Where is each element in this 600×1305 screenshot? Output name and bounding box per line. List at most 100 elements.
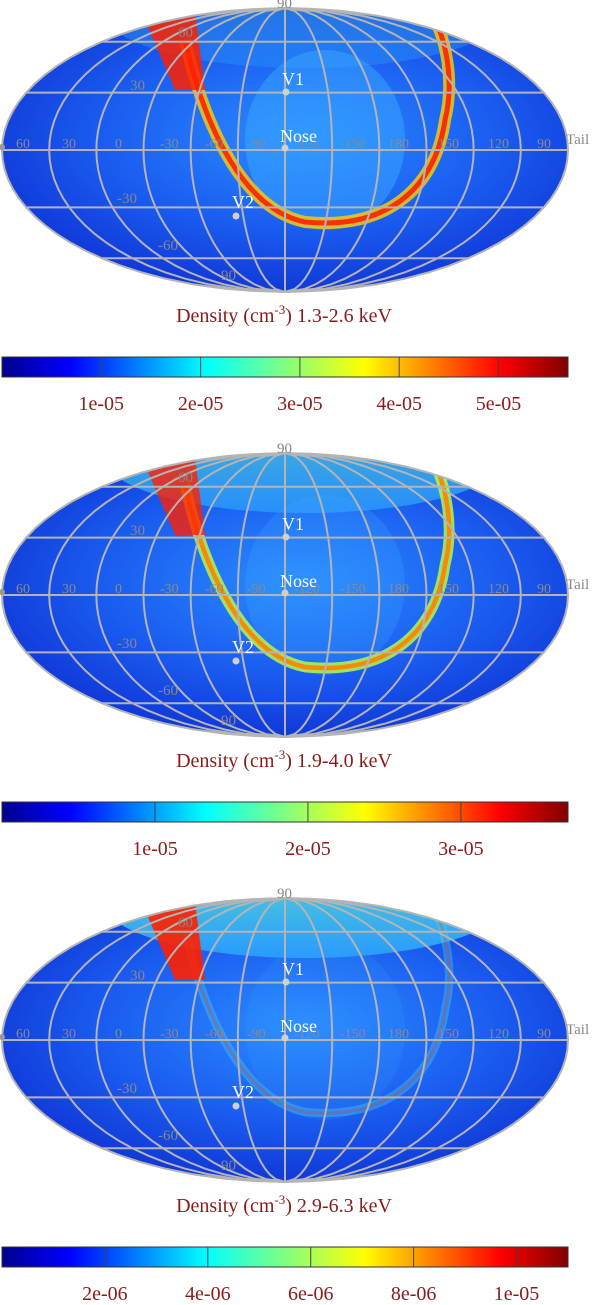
v1-label: V1 bbox=[282, 959, 304, 979]
lat-label-30: 30 bbox=[130, 523, 145, 539]
lat-label-minus-30: -30 bbox=[117, 636, 137, 652]
meridian bbox=[48, 452, 286, 738]
panel-title: Density (cm-3) 2.9-6.3 keV bbox=[176, 1192, 392, 1217]
meridian bbox=[284, 452, 428, 738]
lon-label: -30 bbox=[160, 582, 179, 597]
v1-marker bbox=[282, 533, 290, 541]
meridian bbox=[284, 452, 381, 738]
lon-label: 180 bbox=[388, 582, 409, 597]
tail-label: Tail bbox=[566, 577, 589, 593]
colorbar bbox=[1, 1246, 569, 1268]
meridian bbox=[284, 897, 334, 1183]
lon-label: 150 bbox=[438, 582, 459, 597]
meridian bbox=[95, 452, 286, 738]
lon-label: 120 bbox=[488, 1027, 509, 1042]
lon-label: 120 bbox=[488, 137, 509, 152]
v1-label: V1 bbox=[282, 69, 304, 89]
lat-label-60: 60 bbox=[178, 25, 193, 41]
meridian bbox=[95, 7, 286, 293]
colorbar-tick-label: 3e-05 bbox=[438, 838, 484, 860]
nose-marker bbox=[281, 589, 289, 597]
v2-marker bbox=[232, 657, 240, 665]
ribbon-core bbox=[182, 18, 452, 226]
hot-spot bbox=[145, 902, 205, 980]
hot-spot bbox=[145, 457, 205, 535]
ribbon-core bbox=[183, 909, 451, 1115]
lon-label: -120 bbox=[294, 1027, 320, 1042]
meridian bbox=[189, 7, 286, 293]
ribbon-outer bbox=[180, 908, 454, 1118]
lat-label-60: 60 bbox=[178, 470, 193, 486]
colorbar-tick-label: 1e-05 bbox=[494, 1283, 540, 1305]
meridian bbox=[284, 897, 475, 1183]
tail-marker bbox=[0, 589, 5, 595]
meridian bbox=[236, 897, 286, 1183]
nose-label: Nose bbox=[280, 126, 317, 146]
panel-1: 90 60 30 -30 -60 90 60 30 0 -30 -60 -90 -120 -150 180 1… bbox=[0, 0, 589, 415]
colorbar-tick-label: 4e-05 bbox=[376, 393, 422, 415]
meridian bbox=[48, 897, 286, 1183]
meridian bbox=[236, 452, 286, 738]
v1-label: V1 bbox=[282, 514, 304, 534]
meridian bbox=[189, 897, 286, 1183]
lat-label-minus-30: -30 bbox=[117, 1081, 137, 1097]
lon-label: -150 bbox=[340, 1027, 366, 1042]
lon-label: -60 bbox=[205, 1027, 224, 1042]
meridian bbox=[142, 897, 286, 1183]
colorbar-tick-label: 1e-05 bbox=[132, 838, 178, 860]
meridian bbox=[284, 897, 428, 1183]
lon-label: 0 bbox=[115, 1027, 122, 1042]
v2-label: V2 bbox=[232, 637, 254, 657]
lon-label: 30 bbox=[62, 137, 76, 152]
lon-label: 180 bbox=[388, 1027, 409, 1042]
colorbar-tick-label: 6e-06 bbox=[288, 1283, 334, 1305]
colorbar-tick-label: 2e-05 bbox=[285, 838, 331, 860]
colorbar bbox=[1, 801, 569, 823]
panel-title: Density (cm-3) 1.9-4.0 keV bbox=[176, 747, 392, 772]
lon-label: -60 bbox=[205, 582, 224, 597]
colorbar bbox=[1, 356, 569, 378]
v1-marker bbox=[282, 978, 290, 986]
panel-2: 90 60 30 -30 -60 90 60 30 0 -30 -60 -90 -120 -150 180 1… bbox=[0, 441, 589, 860]
lon-label: -90 bbox=[247, 582, 266, 597]
lat-label-minus-30: -30 bbox=[117, 191, 137, 207]
v2-marker bbox=[232, 1102, 240, 1110]
lat-label-minus-60: -60 bbox=[158, 238, 178, 254]
lon-label: 0 bbox=[115, 582, 122, 597]
meridian bbox=[284, 452, 475, 738]
v2-marker bbox=[232, 212, 240, 220]
tail-label: Tail bbox=[566, 1022, 589, 1038]
meridian bbox=[48, 7, 286, 293]
lat-label-90: 90 bbox=[277, 886, 292, 902]
meridian bbox=[236, 7, 286, 293]
lon-label: 60 bbox=[16, 1027, 30, 1042]
lat-label-minus-90: 90 bbox=[221, 268, 236, 284]
meridian bbox=[142, 7, 286, 293]
v1-marker bbox=[282, 88, 290, 96]
tail-label: Tail bbox=[566, 132, 589, 148]
colorbar-tick-label: 4e-06 bbox=[185, 1283, 231, 1305]
colorbar-tick-label: 3e-05 bbox=[277, 393, 323, 415]
lon-label: -120 bbox=[294, 137, 320, 152]
meridian bbox=[284, 897, 522, 1183]
lon-label: 30 bbox=[62, 582, 76, 597]
meridian bbox=[284, 7, 334, 293]
nose-label: Nose bbox=[280, 571, 317, 591]
lon-label: -90 bbox=[247, 137, 266, 152]
lon-label: 90 bbox=[537, 582, 551, 597]
meridian bbox=[284, 7, 475, 293]
lon-label: -30 bbox=[160, 137, 179, 152]
lon-label: 60 bbox=[16, 582, 30, 597]
lon-label: 0 bbox=[115, 137, 122, 152]
colorbar-tick-label: 2e-06 bbox=[82, 1283, 128, 1305]
lon-label: 150 bbox=[438, 137, 459, 152]
lon-label: 90 bbox=[537, 137, 551, 152]
lon-label: 60 bbox=[16, 137, 30, 152]
meridian bbox=[284, 7, 522, 293]
colorbar-tick-label: 2e-05 bbox=[178, 393, 224, 415]
meridian bbox=[189, 452, 286, 738]
panel-3: 90 60 30 -30 -60 90 60 30 0 -30 -60 -90 -120 -150 180 1… bbox=[0, 886, 589, 1305]
lon-label: 180 bbox=[388, 137, 409, 152]
nose-marker bbox=[281, 144, 289, 152]
lon-label: -90 bbox=[247, 1027, 266, 1042]
